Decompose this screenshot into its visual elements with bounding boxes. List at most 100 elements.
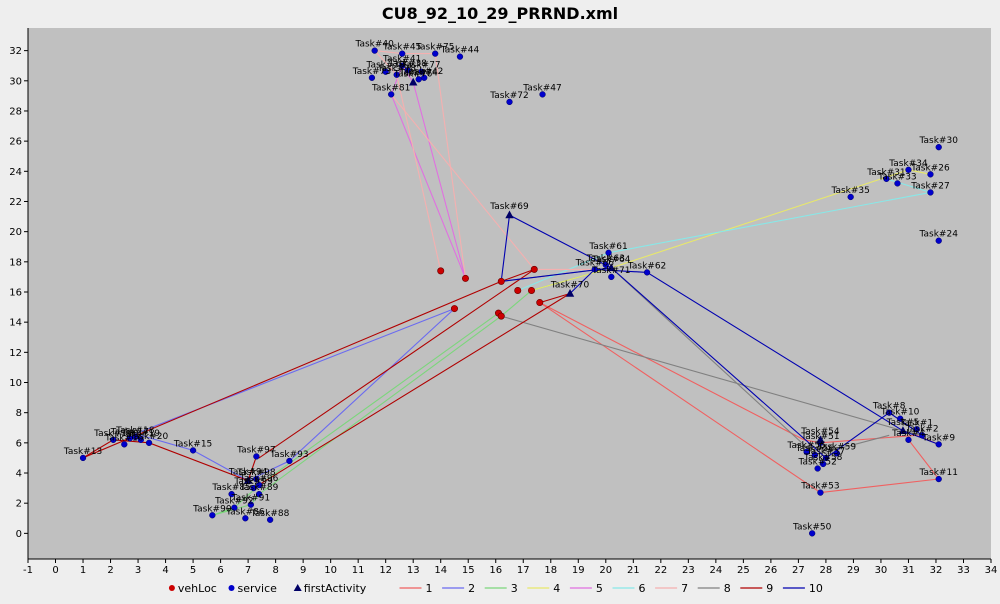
service-point [602, 261, 609, 268]
service-point [817, 489, 824, 496]
service-point-label: Task#71 [591, 266, 630, 276]
first-activity-marker [409, 77, 418, 86]
vehloc-point [461, 274, 469, 282]
y-tick-label: 6 [16, 438, 22, 449]
service-point [145, 439, 153, 446]
service-point [811, 451, 819, 459]
service-point [132, 433, 139, 440]
service-point [608, 273, 615, 281]
service-point-label: Task#16 [104, 433, 144, 443]
x-tick-label: 5 [190, 565, 196, 576]
route-series-4 [531, 169, 931, 292]
y-tick-label: 0 [16, 529, 22, 540]
service-point-label: Task#31 [866, 168, 905, 178]
first-activity-label: Task#5 [886, 418, 920, 428]
y-tick-label: 10 [9, 378, 22, 389]
legend-label-8: 8 [724, 582, 731, 595]
x-tick-label: 33 [957, 565, 970, 576]
axes: -1 0 1 2 3 4 5 6 7 8 9 10 11 12 13 14 15 16 17 18 19 20 21 22 23… [9, 28, 997, 576]
service-point-label: Task#55 [786, 441, 825, 451]
service-point [371, 47, 378, 54]
service-point [935, 144, 942, 151]
x-tick-label: 32 [930, 565, 943, 576]
service-point-label: Task#13 [63, 447, 102, 457]
legend-label-1: 1 [426, 582, 433, 595]
legend-label-10: 10 [809, 582, 823, 595]
y-tick-label: 32 [9, 46, 22, 57]
service-point [935, 441, 942, 448]
service-point [110, 436, 117, 443]
service-point [927, 171, 934, 178]
service-point-label: Task#2 [905, 424, 939, 434]
service-point-label: Task#26 [910, 163, 950, 173]
service-point [927, 189, 934, 196]
service-point [286, 457, 293, 465]
service-point-label: Task#39 [365, 61, 405, 71]
service-point [935, 475, 942, 483]
x-tick-label: 25 [737, 565, 750, 576]
x-tick-label: 24 [709, 565, 722, 576]
service-point [833, 450, 841, 457]
x-tick-label: 10 [324, 565, 337, 576]
service-point-label: Task#91 [231, 494, 270, 504]
service-point-label: Task#4 [891, 429, 925, 439]
legend-marker-vehLoc [168, 585, 175, 591]
x-tick-label: 26 [765, 565, 778, 576]
service-point-label: Task#72 [489, 91, 528, 101]
service-point-label: Task#15 [173, 439, 212, 449]
first-activity-marker [243, 476, 253, 484]
y-tick-label: 12 [9, 348, 22, 359]
x-tick-label: 27 [792, 565, 805, 576]
service-point [897, 415, 904, 422]
service-point-label: Task#86 [225, 507, 265, 517]
service-point [605, 249, 612, 256]
first-activity-label: Task#76 [393, 69, 433, 79]
service-point [399, 62, 406, 69]
service-point-label: Task#24 [919, 230, 959, 240]
service-point-label: Task#88 [250, 509, 290, 519]
y-tick-label: 14 [9, 318, 22, 329]
x-tick-label: 6 [217, 565, 223, 576]
service-point [919, 432, 926, 439]
service-point-label: Task#30 [919, 136, 959, 146]
service-point [506, 98, 513, 106]
x-tick-label: 12 [379, 565, 392, 576]
legend-label-service: service [238, 582, 278, 595]
vehloc-point [514, 286, 522, 294]
legend-label-firstActivity: firstActivity [304, 582, 367, 595]
route-series-9 [82, 268, 535, 482]
service-point-label: Task#8 [872, 402, 906, 412]
service-point-label: Task#61 [588, 242, 627, 252]
service-point-label: Task#11 [919, 468, 958, 478]
x-tick-label: 0 [52, 565, 58, 576]
vehloc-point [530, 265, 538, 273]
service-point-label: Task#1 [899, 418, 933, 428]
service-point [242, 515, 249, 522]
service-point-label: Task#66 [575, 258, 615, 268]
service-point-label: Task#99 [233, 477, 273, 487]
point-labels: Task#13Task#14Task#16Task#17Task#18Task#… [63, 40, 958, 533]
service-point [913, 426, 920, 433]
route-series-1 [539, 302, 940, 494]
vehloc-point [497, 277, 505, 285]
first-activity-marker [816, 435, 825, 444]
vehloc-point [450, 305, 458, 313]
service-point [121, 441, 128, 448]
service-point-label: Task#57 [806, 447, 845, 457]
x-tick-label: 20 [599, 565, 612, 576]
service-point-label: Task#45 [382, 43, 421, 53]
service-point [905, 436, 912, 443]
service-point [820, 460, 827, 468]
route-series-10 [610, 267, 923, 459]
plot-area [28, 28, 991, 559]
service-point [79, 454, 87, 462]
service-point [822, 454, 830, 462]
service-point [803, 448, 810, 456]
legend-marker-service [228, 585, 235, 591]
first-activity-marker [505, 210, 514, 219]
service-point-label: Task#33 [877, 172, 916, 182]
x-tick-label: 11 [352, 565, 365, 576]
y-tick-label: 8 [16, 408, 22, 419]
legend-label-vehLoc: vehLoc [178, 582, 217, 595]
